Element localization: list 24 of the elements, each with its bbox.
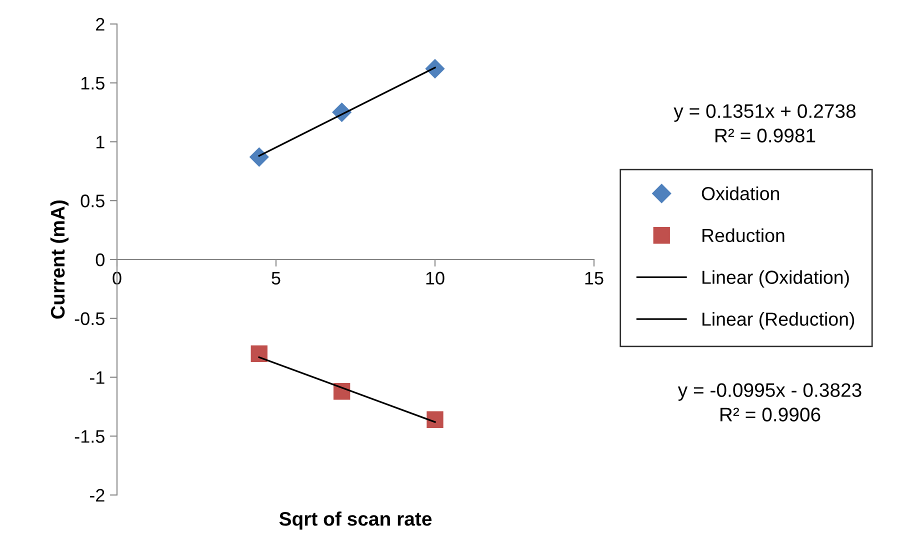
legend-label: Linear (Oxidation)	[702, 270, 849, 288]
text: y = -0.0995x - 0.3823 R² = 0.9906	[678, 383, 862, 422]
y-tick-label: -1	[90, 371, 104, 384]
point	[250, 148, 269, 167]
x-tick-label: 5	[272, 272, 280, 285]
legend-label: Reduction	[702, 228, 784, 242]
y-axis-title: Current (mA)	[50, 200, 69, 319]
point	[426, 411, 444, 428]
y-tick-label: 0	[96, 253, 104, 266]
x-tick-label: 10	[426, 272, 444, 285]
y-tick-label: -2	[90, 488, 104, 502]
point	[250, 345, 268, 362]
y-tick-label: -1.5	[74, 430, 104, 443]
point	[425, 59, 445, 78]
y-tick-label: 1	[96, 136, 104, 148]
text: y = 0.1351x + 0.2738 R² = 0.9981	[674, 104, 856, 142]
x-axis-title: Sqrt of scan rate	[279, 511, 432, 530]
y-tick-label: 1.5	[81, 76, 104, 90]
y-tick-label: 0.5	[80, 194, 104, 208]
y-tick-label: 2	[96, 18, 104, 31]
legend-label: Linear (Reduction)	[702, 312, 854, 330]
x-tick-label: 15	[585, 272, 604, 285]
legend-label: Oxidation	[702, 186, 779, 200]
y-tick-label: -0.5	[74, 312, 104, 326]
